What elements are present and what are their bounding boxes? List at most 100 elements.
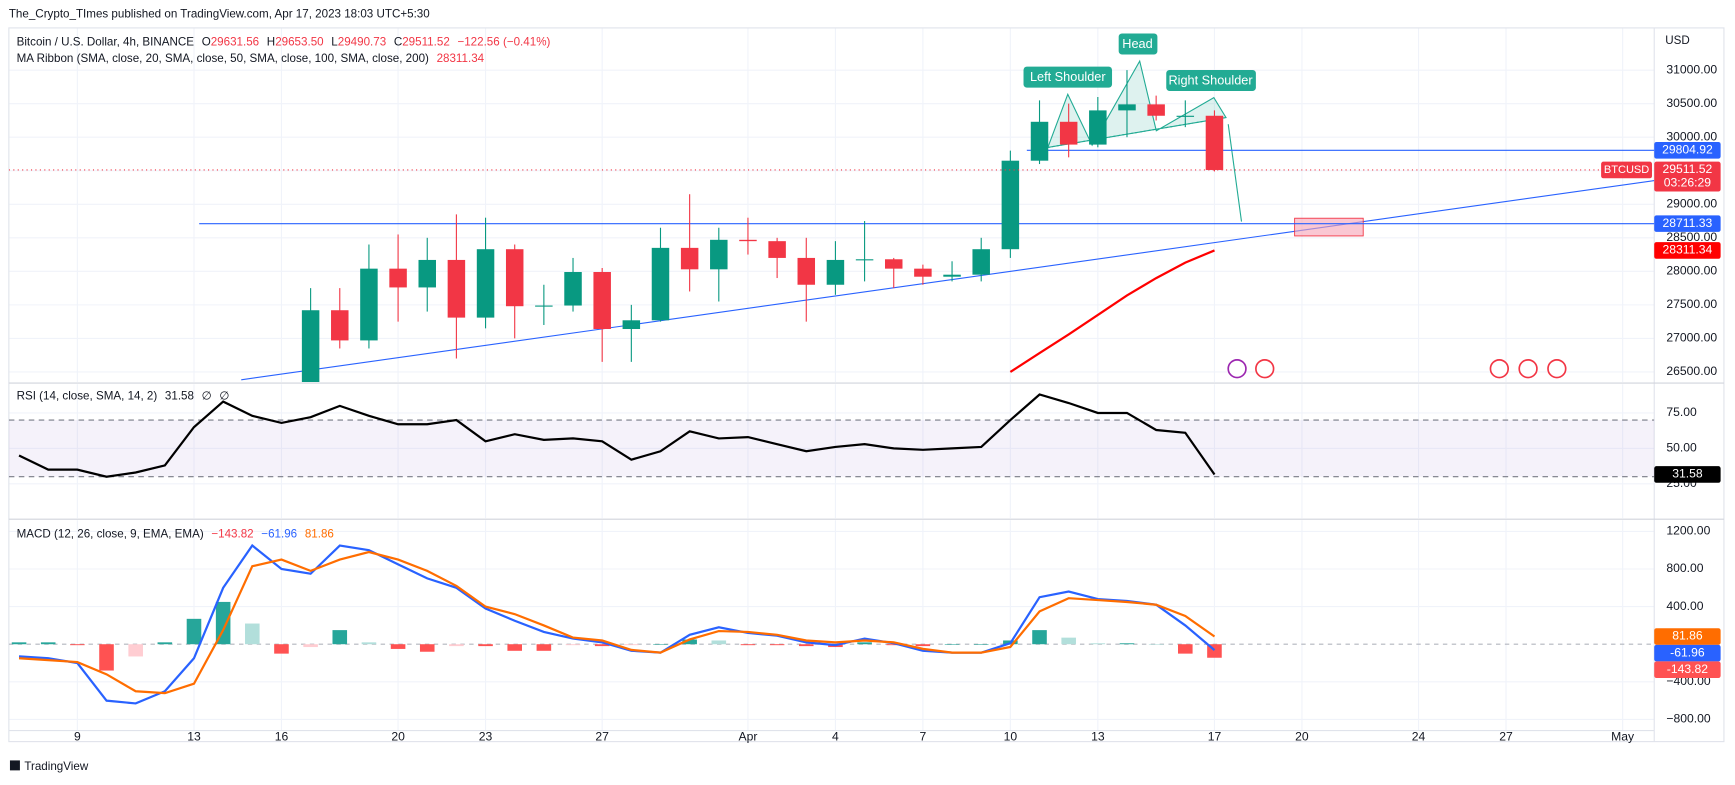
neckline [1047, 116, 1227, 148]
y-tick-label: 800.00 [1666, 561, 1703, 575]
candle-body [593, 272, 611, 330]
y-tick-label: 28500.00 [1666, 230, 1717, 244]
symbol-title: Bitcoin / U.S. Dollar, 4h, BINANCE [17, 35, 195, 48]
candle-body [447, 259, 466, 318]
candle-body [1089, 110, 1107, 145]
series-value-label-box [1654, 242, 1721, 259]
macd-value: 81.86 [305, 528, 334, 541]
price-line-label: 28711.33 [1663, 216, 1713, 230]
x-tick-label: 9 [74, 729, 81, 743]
candle-body [826, 259, 845, 285]
candle-body [1147, 104, 1165, 116]
ohlc-value: 29490.73 [338, 35, 386, 48]
histogram-bar [594, 644, 610, 647]
y-tick-label: 27500.00 [1666, 297, 1717, 311]
histogram-bar [274, 644, 289, 654]
histogram-bar [798, 644, 814, 647]
histogram-bar [565, 644, 581, 646]
rsi-value: 31.58 [165, 389, 194, 402]
series-value-label-box [1654, 644, 1721, 662]
event-icon [1547, 359, 1567, 379]
histogram-bar [886, 644, 902, 646]
indicator-legend: MA Ribbon (SMA, close, 20, SMA, close, 5… [17, 52, 485, 65]
series-value-label: 31.58 [1672, 467, 1703, 481]
histogram-bar [769, 644, 785, 646]
candle-body [1001, 160, 1020, 250]
x-tick-label: 27 [1499, 729, 1513, 743]
axis-labels: 9 13 16 20 23 27 Apr 4 7 10 13 17 20 24 27 May 26500.00 2… [74, 62, 1721, 743]
histogram-bar [99, 644, 114, 671]
annotation-label: Right Shoulder [1168, 72, 1253, 87]
event-icon [1255, 359, 1275, 379]
rsi-value: ∅ [219, 389, 229, 402]
series-value-label-box [1654, 466, 1721, 483]
series-line [18, 393, 1216, 478]
candle-body [505, 249, 524, 307]
grid-layer [8, 27, 1655, 731]
rsi-value: ∅ [202, 389, 212, 402]
projection-line [1227, 124, 1243, 222]
rsi-pane [8, 393, 1655, 478]
trend-line [241, 180, 1655, 381]
y-tick-label: 27000.00 [1666, 331, 1717, 345]
candle-body [564, 272, 582, 306]
candle-body [389, 268, 407, 288]
price-line-label-box [1654, 215, 1721, 232]
x-tick-label: 23 [479, 729, 493, 743]
histogram-bar [390, 644, 406, 649]
x-tick-label: 27 [595, 729, 609, 743]
series-value-label: -61.96 [1670, 645, 1705, 659]
candle-body [710, 239, 728, 270]
ohlc-value: 29631.56 [211, 35, 259, 48]
y-tick-label: 29000.00 [1666, 196, 1717, 210]
candle-body [972, 249, 990, 275]
event-icon [1227, 359, 1247, 379]
histogram-bar [507, 644, 522, 651]
series-value-label-box [1654, 628, 1721, 645]
candle-body [1059, 121, 1078, 145]
macd-title: MACD (12, 26, close, 9, EMA, EMA) [17, 528, 204, 541]
x-tick-label: 13 [1091, 729, 1105, 743]
y-tick-label: 400.00 [1666, 599, 1703, 613]
y-tick-label: −800.00 [1666, 712, 1711, 726]
histogram-bar [682, 639, 697, 645]
candle-body [360, 268, 378, 341]
candle-body [680, 247, 699, 270]
annotation-box [1166, 69, 1256, 91]
footer-logo [9, 760, 20, 771]
histogram-bar [332, 630, 348, 645]
annotation-label: Left Shoulder [1030, 69, 1106, 84]
x-tick-label: 20 [391, 729, 405, 743]
histogram-bar [536, 644, 552, 651]
candle-body [1176, 115, 1195, 117]
publisher-line: The_Crypto_TImes published on TradingVie… [9, 8, 430, 21]
indicator-value: 28311.34 [437, 52, 485, 65]
ohlc-key: O [202, 35, 211, 48]
histogram-bar [186, 618, 202, 645]
x-tick-label: May [1611, 729, 1635, 743]
series-line [18, 550, 1216, 695]
target-zone [1294, 217, 1364, 237]
histogram-bar [11, 642, 27, 645]
candle-body [855, 259, 874, 261]
candle-body [943, 274, 961, 277]
macd-legend: MACD (12, 26, close, 9, EMA, EMA) −143.8… [17, 528, 334, 541]
price-line-label-box [1654, 141, 1721, 159]
histogram-bar [245, 623, 260, 645]
rsi-legend: RSI (14, close, SMA, 14, 2) 31.58 ∅ ∅ [17, 389, 230, 402]
y-tick-label: 31000.00 [1666, 62, 1717, 76]
histogram-bar [1032, 630, 1047, 645]
x-tick-label: 7 [920, 729, 927, 743]
rsi-title: RSI (14, close, SMA, 14, 2) [17, 389, 158, 402]
candle-body [1205, 115, 1224, 170]
last-price-label: 29511.52 [1663, 162, 1713, 176]
candle-body [797, 257, 816, 285]
symbol-label: BTCUSD [1604, 164, 1649, 176]
histogram-bar [157, 642, 173, 645]
macd-pane [8, 543, 1655, 705]
candle-body [739, 239, 757, 242]
annotation-box [1118, 33, 1158, 55]
y-tick-label: 50.00 [1666, 441, 1697, 455]
y-tick-label: 1200.00 [1666, 524, 1710, 538]
